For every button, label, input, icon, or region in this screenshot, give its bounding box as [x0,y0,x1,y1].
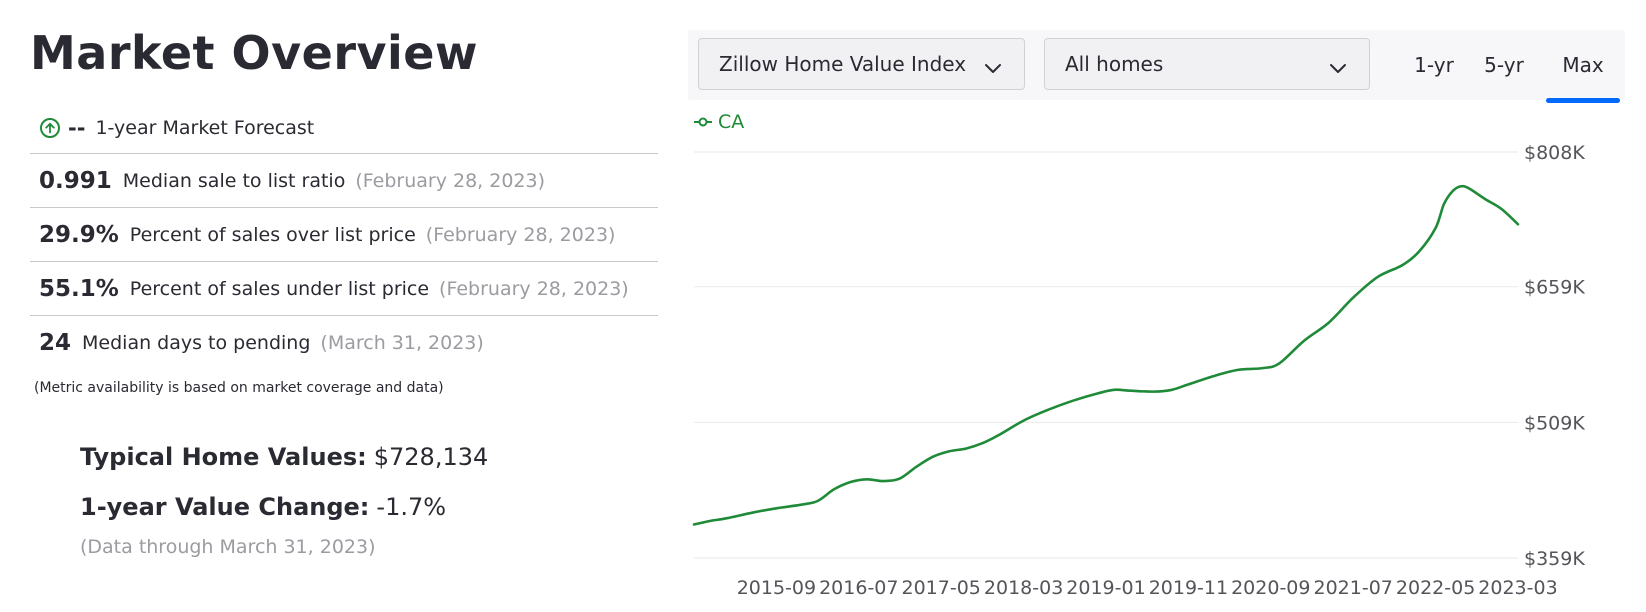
data-through-note: (Data through March 31, 2023) [80,536,376,558]
chart-grid [694,151,1518,559]
metric-row: 29.9% Percent of sales over list price (… [30,208,658,262]
x-tick-label: 2020-09 [1231,577,1310,599]
metric-label: Median days to pending [82,332,311,354]
metric-value: 24 [39,330,72,356]
x-tick-label: 2022-05 [1396,577,1475,599]
y-tick-label: $359K [1524,548,1585,570]
metric-date: (March 31, 2023) [320,332,484,354]
x-tick-label: 2017-05 [902,577,981,599]
forecast-row: -- 1-year Market Forecast [30,102,658,154]
home-value-chart: $359K $509K $659K $808K 2015-09 2016-07 2017-… [692,111,1585,599]
index-select-value: Zillow Home Value Index [719,52,967,76]
metric-value: 55.1% [39,275,119,302]
value-change-label: 1-year Value Change: [80,493,370,521]
x-tick-label: 2015-09 [737,577,816,599]
page-title: Market Overview [30,26,478,80]
metrics-list: -- 1-year Market Forecast 0.991 Median s… [30,102,658,370]
forecast-value: -- [68,115,86,140]
y-tick-label: $509K [1524,412,1585,434]
chart-toolbar: Zillow Home Value Index All homes 1-yr 5… [688,30,1625,103]
x-tick-label: 2016-07 [819,577,898,599]
x-tick-label: 2019-01 [1066,577,1145,599]
typical-home-values-label: Typical Home Values: [80,443,367,471]
x-axis-labels: 2015-09 2016-07 2017-05 2018-03 2019-01 2019-… [737,577,1558,599]
chevron-down-icon [984,56,1002,80]
selected-range-indicator [1546,98,1620,103]
range-tab-max[interactable]: Max [1542,30,1624,103]
x-tick-label: 2018-03 [984,577,1063,599]
typical-home-values-value: $728,134 [373,443,489,471]
value-change: 1-year Value Change: -1.7% [80,486,488,536]
metric-label: Median sale to list ratio [122,169,346,192]
x-tick-label: 2019-11 [1149,577,1228,599]
home-type-select[interactable]: All homes [1044,38,1370,90]
metric-date: (February 28, 2023) [439,277,629,300]
x-tick-label: 2023-03 [1478,577,1557,599]
metric-date: (February 28, 2023) [425,223,616,246]
range-tab-max-label: Max [1562,53,1604,77]
metric-value: 29.9% [39,221,119,248]
legend-marker-icon [698,117,708,127]
metric-footnote: (Metric availability is based on market … [34,380,444,396]
y-tick-label: $659K [1524,277,1585,299]
y-tick-label: $808K [1524,142,1585,164]
arrow-up-circle-icon [40,117,60,138]
metric-row: 55.1% Percent of sales under list price … [30,262,658,316]
metric-label: Percent of sales over list price [129,223,416,246]
home-type-select-value: All homes [1065,52,1164,76]
metric-label: Percent of sales under list price [129,277,430,300]
metric-value: 0.991 [39,167,112,194]
metric-date: (February 28, 2023) [355,169,546,192]
x-tick-label: 2021-07 [1314,577,1393,599]
index-select[interactable]: Zillow Home Value Index [698,38,1025,90]
range-tab-1yr[interactable]: 1-yr [1414,53,1454,77]
forecast-label: 1-year Market Forecast [95,116,315,139]
typical-home-values: Typical Home Values: $728,134 [80,436,488,486]
y-axis-labels: $359K $509K $659K $808K [1524,142,1585,570]
chart-legend[interactable]: CA [694,111,744,133]
chevron-down-icon [1329,56,1347,80]
metric-row: 0.991 Median sale to list ratio (Februar… [30,154,658,208]
legend-label-ca: CA [718,111,744,133]
home-value-summary: Typical Home Values: $728,134 1-year Valu… [80,436,488,558]
metric-row: 24 Median days to pending (March 31, 202… [30,316,658,370]
series-line-ca [692,184,1520,526]
range-tab-5yr[interactable]: 5-yr [1484,53,1524,77]
value-change-value: -1.7% [376,493,447,521]
